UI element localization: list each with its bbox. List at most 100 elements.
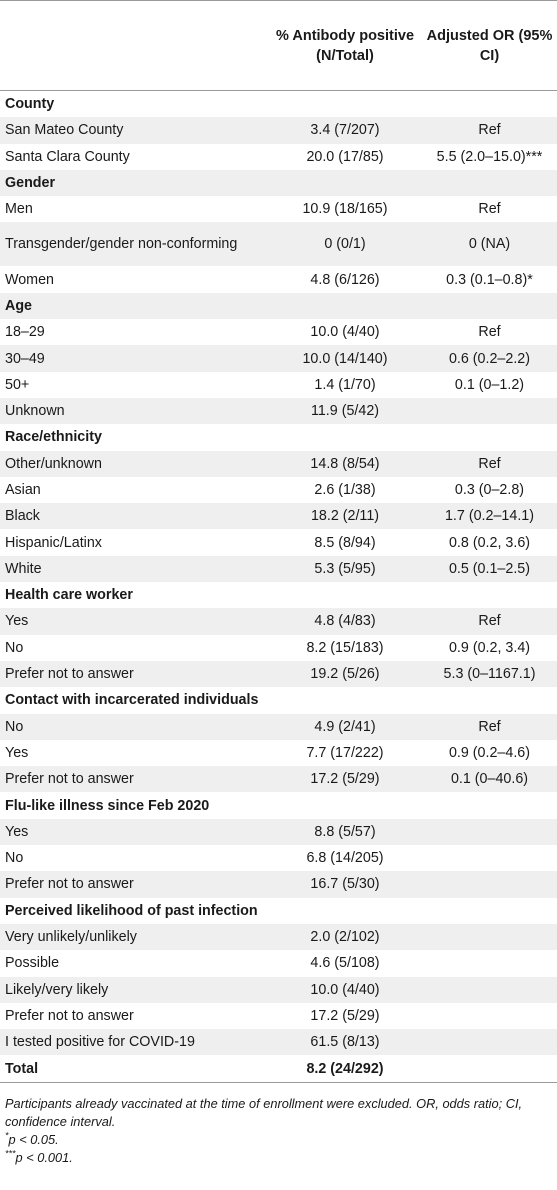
antibody-positive-cell: 17.2 (5/29) [310, 1007, 380, 1024]
adjusted-or-cell [422, 950, 557, 976]
category-row: Health care worker [0, 582, 557, 609]
row-label: County [5, 96, 55, 113]
table-row: 30–49 10.0 (14/140) 0.6 (0.2–2.2) [0, 345, 557, 372]
adjusted-or-cell: 0.1 (0–40.6) [450, 771, 529, 788]
antibody-positive-cell [268, 687, 422, 713]
category-row: County [0, 90, 557, 118]
header-antibody-positive: % Antibody positive (N/Total) [268, 0, 422, 91]
adjusted-or-cell: 0.3 (0–2.8) [454, 482, 525, 498]
adjusted-or-cell: Ref [478, 201, 501, 218]
row-label: Yes [5, 823, 29, 840]
adjusted-or-cell: 1.7 (0.2–14.1) [444, 508, 535, 525]
table-row: Asian 2.6 (1/38) 0.3 (0–2.8) [0, 476, 557, 504]
row-label: Likely/very likely [5, 981, 109, 998]
row-label: Gender [5, 175, 56, 192]
row-label: Total [0, 1055, 268, 1083]
adjusted-or-cell [422, 977, 557, 1003]
adjusted-or-cell [422, 924, 557, 950]
adjusted-or-cell: Ref [478, 718, 501, 735]
category-row: Age [0, 292, 557, 320]
row-label: Flu-like illness since Feb 2020 [5, 797, 210, 814]
table-row: Men 10.9 (18/165) Ref [0, 196, 557, 223]
row-label: No [5, 718, 24, 735]
adjusted-or-cell: 5.3 (0–1167.1) [443, 666, 536, 683]
footnote-abbreviations: Participants already vaccinated at the t… [5, 1096, 523, 1129]
antibody-positive-cell: 11.9 (5/42) [310, 403, 380, 420]
row-label: No [5, 639, 24, 656]
antibody-positive-cell [268, 792, 422, 818]
antibody-positive-cell [268, 582, 422, 608]
row-label: Age [5, 297, 33, 314]
antibody-positive-cell: 8.2 (15/183) [306, 639, 384, 656]
adjusted-or-cell: Ref [478, 324, 501, 341]
adjusted-or-cell [422, 582, 557, 608]
row-label: Prefer not to answer [5, 876, 134, 893]
adjusted-or-cell: 5.5 (2.0–15.0)*** [436, 148, 543, 165]
antibody-positive-cell: 1.4 (1/70) [314, 376, 376, 393]
antibody-positive-cell [268, 91, 422, 118]
adjusted-or-cell [422, 424, 557, 450]
row-label: Men [5, 201, 33, 218]
row-label: Possible [5, 955, 60, 972]
row-label: Women [5, 271, 54, 288]
table-row: Yes 8.8 (5/57) [0, 818, 557, 846]
antibody-positive-cell: 19.2 (5/26) [310, 666, 380, 683]
antibody-positive-cell: 2.6 (1/38) [314, 482, 376, 498]
adjusted-or-cell [422, 792, 557, 818]
table-row: Yes 4.8 (4/83) Ref [0, 608, 557, 635]
antibody-positive-cell: 0 (0/1) [324, 236, 366, 253]
adjusted-or-cell: Ref [478, 455, 501, 472]
table-footnotes: Participants already vaccinated at the t… [5, 1095, 552, 1167]
table-row: No 6.8 (14/205) [0, 845, 557, 872]
row-label: Prefer not to answer [5, 771, 134, 788]
row-label: 30–49 [5, 350, 45, 367]
antibody-positive-cell: 5.3 (5/95) [314, 560, 376, 577]
antibody-positive-cell: 8.5 (8/94) [314, 534, 376, 551]
category-row: Gender [0, 169, 557, 197]
row-label: Very unlikely/unlikely [5, 929, 137, 946]
adjusted-or-cell: 0 (NA) [468, 236, 511, 253]
antibody-positive-cell: 20.0 (17/85) [306, 148, 384, 165]
row-label: Health care worker [5, 587, 133, 604]
antibody-positive-cell [268, 424, 422, 450]
adjusted-or-cell [422, 871, 557, 897]
row-label: Santa Clara County [5, 148, 130, 165]
footnote-significance-1: *p < 0.05. [5, 1130, 59, 1147]
antibody-positive-cell: 10.0 (4/40) [310, 981, 380, 998]
category-row: Flu-like illness since Feb 2020 [0, 792, 557, 819]
table-row: Other/unknown 14.8 (8/54) Ref [0, 450, 557, 477]
adjusted-or-cell [422, 687, 557, 713]
antibody-positive-cell: 2.0 (2/102) [310, 929, 380, 946]
adjusted-or-cell: Ref [478, 613, 501, 630]
table-body: County San Mateo County 3.4 (7/207) Ref Sant… [0, 90, 557, 1083]
row-label: San Mateo County [5, 122, 124, 139]
antibody-positive-cell: 8.8 (5/57) [314, 823, 376, 840]
adjusted-or-cell [422, 170, 557, 196]
antibody-positive-cell: 10.9 (18/165) [302, 201, 388, 218]
adjusted-or-cell: 0.6 (0.2–2.2) [448, 350, 531, 367]
table-row: I tested positive for COVID-19 61.5 (8/13… [0, 1029, 557, 1056]
adjusted-or-cell [422, 819, 557, 845]
row-label: Contact with incarcerated individuals [5, 692, 259, 709]
table-row: Prefer not to answer 17.2 (5/29) [0, 1002, 557, 1030]
antibody-positive-cell: 16.7 (5/30) [310, 876, 380, 893]
results-table: % Antibody positive (N/Total) Adjusted O… [0, 0, 557, 1083]
row-label: Prefer not to answer [5, 666, 134, 683]
category-row: Contact with incarcerated individuals [0, 687, 557, 714]
antibody-positive-cell: 6.8 (14/205) [306, 850, 384, 867]
header-variable [0, 0, 268, 91]
adjusted-or-cell [422, 293, 557, 319]
table-row: Prefer not to answer 17.2 (5/29) 0.1 (0–40… [0, 766, 557, 793]
table-row: Santa Clara County 20.0 (17/85) 5.5 (2.0–1… [0, 143, 557, 170]
table-row: No 4.9 (2/41) Ref [0, 713, 557, 740]
row-label: Yes [5, 613, 29, 630]
table-row: 50+ 1.4 (1/70) 0.1 (0–1.2) [0, 371, 557, 398]
row-label: 18–29 [5, 324, 45, 341]
row-label: Other/unknown [5, 455, 102, 472]
row-label: I tested positive for COVID-19 [5, 1034, 195, 1051]
table-row: Yes 7.7 (17/222) 0.9 (0.2–4.6) [0, 739, 557, 767]
footnote-significance-2: ***p < 0.001. [5, 1148, 73, 1165]
row-label: Black [5, 508, 40, 525]
table-row: Transgender/gender non-conforming 0 (0/1)… [0, 222, 557, 267]
